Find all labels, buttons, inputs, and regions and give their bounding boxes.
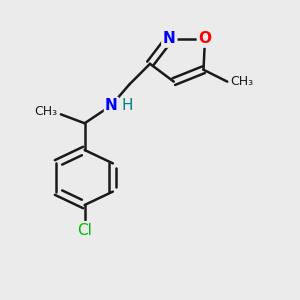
Text: Cl: Cl — [77, 223, 92, 238]
Text: N: N — [105, 98, 118, 113]
Text: CH₃: CH₃ — [35, 105, 58, 118]
Text: CH₃: CH₃ — [230, 75, 254, 88]
Text: N: N — [163, 31, 176, 46]
Text: O: O — [199, 31, 212, 46]
Text: H: H — [122, 98, 134, 113]
